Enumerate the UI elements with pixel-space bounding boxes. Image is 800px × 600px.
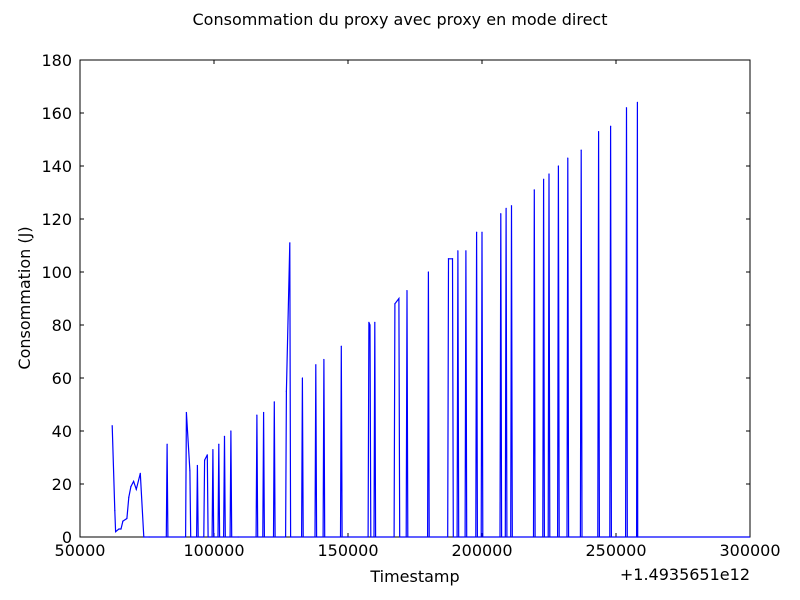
y-tick-label: 0 <box>62 528 72 547</box>
y-tick-label: 140 <box>41 157 72 176</box>
x-tick-label: 200000 <box>451 541 512 560</box>
x-tick-label: 50000 <box>55 541 106 560</box>
data-point <box>510 205 513 207</box>
data-point <box>505 207 507 209</box>
data-point <box>230 430 232 432</box>
data-point <box>533 189 535 191</box>
data-point <box>340 345 342 347</box>
data-point <box>218 443 220 445</box>
data-point <box>567 157 569 159</box>
data-point <box>369 324 371 326</box>
data-point <box>301 377 304 379</box>
data-point <box>447 258 450 260</box>
data-point <box>457 250 459 252</box>
data-point <box>122 520 124 522</box>
data-point <box>237 536 239 538</box>
data-point <box>597 130 600 133</box>
data-point <box>126 517 128 520</box>
data-point <box>115 531 117 533</box>
y-tick-label: 160 <box>41 104 72 123</box>
chart-title: Consommation du proxy avec proxy en mode… <box>193 10 608 29</box>
data-point <box>128 496 130 498</box>
x-tick-label: 300000 <box>719 541 780 560</box>
data-point <box>118 528 120 530</box>
data-point <box>637 536 639 538</box>
data-point <box>636 101 639 103</box>
data-point <box>368 321 370 323</box>
y-tick-label: 80 <box>52 316 72 335</box>
y-axis-label: Consommation (J) <box>15 226 34 369</box>
data-point <box>143 536 145 538</box>
series-layer <box>111 101 750 538</box>
x-offset-label: +1.4935651e12 <box>620 565 750 584</box>
data-point <box>625 107 628 109</box>
data-point <box>398 297 400 300</box>
data-point <box>476 231 478 233</box>
data-point <box>139 472 141 474</box>
x-tick-label: 150000 <box>317 541 378 560</box>
data-point <box>114 509 116 512</box>
data-point <box>543 178 545 180</box>
y-tick-label: 60 <box>52 369 72 388</box>
y-tick-label: 180 <box>41 51 72 70</box>
data-point <box>289 242 291 244</box>
y-tick-label: 100 <box>41 263 72 282</box>
data-point <box>557 165 559 167</box>
data-point <box>315 364 317 366</box>
data-point <box>273 401 275 403</box>
data-point <box>610 125 612 127</box>
x-tick-label: 250000 <box>585 541 646 560</box>
data-point <box>465 250 467 252</box>
data-point <box>185 411 187 414</box>
data-point <box>120 528 122 530</box>
data-point <box>427 271 429 273</box>
data-point <box>148 536 150 538</box>
data-point <box>111 425 113 427</box>
data-point <box>223 435 226 437</box>
data-point <box>135 488 137 490</box>
data-point <box>394 303 396 305</box>
data-point <box>323 358 325 361</box>
data-point <box>262 411 265 414</box>
y-axis: 0 20 40 60 80 100 120 140 160 180 <box>41 51 750 547</box>
data-point <box>374 321 376 323</box>
y-tick-label: 120 <box>41 210 72 229</box>
y-tick-label: 20 <box>52 475 72 494</box>
x-tick-label: 100000 <box>183 541 244 560</box>
y-tick-label: 40 <box>52 422 72 441</box>
data-point <box>166 443 168 445</box>
data-point <box>500 213 502 215</box>
data-point <box>548 173 550 175</box>
data-point <box>130 486 132 488</box>
data-point <box>212 448 214 451</box>
data-point <box>133 480 135 482</box>
data-point <box>256 414 258 416</box>
data-point <box>196 464 198 467</box>
x-axis: 50000 100000 150000 200000 250000 300000 <box>55 60 781 560</box>
data-point <box>451 258 454 260</box>
data-point <box>206 454 208 456</box>
data-point <box>481 231 483 233</box>
data-point <box>580 149 582 151</box>
data-point <box>406 289 408 292</box>
x-axis-label: Timestamp <box>369 567 459 586</box>
data-point <box>189 470 191 472</box>
data-point <box>204 459 206 461</box>
data-point <box>285 390 287 392</box>
